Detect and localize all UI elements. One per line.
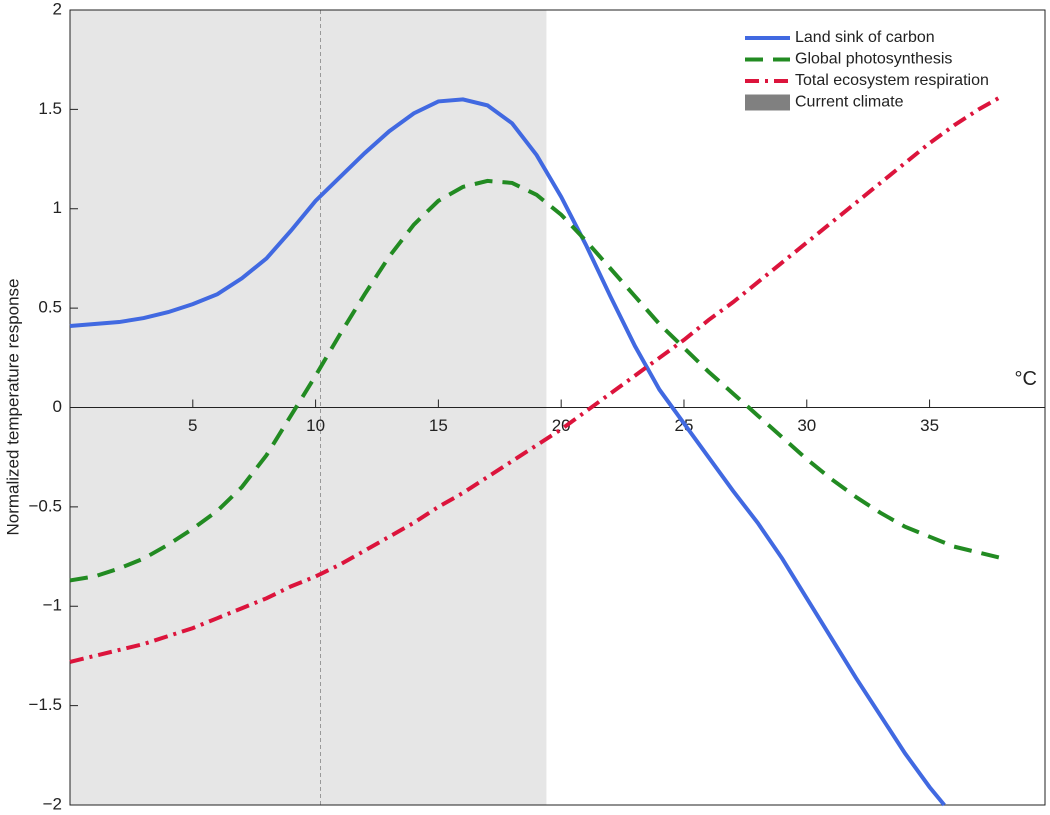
y-tick-label: 1 bbox=[53, 198, 62, 217]
x-tick-label: 10 bbox=[306, 416, 325, 435]
y-tick-label: 0.5 bbox=[38, 298, 62, 317]
y-axis-label: Normalized temperature response bbox=[3, 278, 22, 535]
x-tick-label: 35 bbox=[920, 416, 939, 435]
y-tick-label: −2 bbox=[43, 794, 62, 813]
y-tick-label: 2 bbox=[53, 0, 62, 18]
x-tick-label: 5 bbox=[188, 416, 197, 435]
y-tick-label: 0 bbox=[53, 397, 62, 416]
x-axis-label: °C bbox=[1015, 368, 1037, 390]
series-line bbox=[69, 97, 946, 807]
legend-label: Total ecosystem respiration bbox=[795, 72, 989, 89]
y-tick-label: 1.5 bbox=[38, 99, 62, 118]
series-line bbox=[69, 178, 1004, 583]
legend-label: Global photosynthesis bbox=[795, 51, 952, 68]
y-tick-label: −1 bbox=[43, 596, 62, 615]
y-tick-label: −0.5 bbox=[28, 496, 62, 515]
series-line bbox=[69, 93, 1005, 664]
legend-swatch bbox=[745, 94, 790, 111]
legend-label: Land sink of carbon bbox=[795, 29, 935, 46]
y-tick-label: −1.5 bbox=[28, 695, 62, 714]
x-tick-label: 30 bbox=[797, 416, 816, 435]
legend-label: Current climate bbox=[795, 94, 904, 111]
x-tick-label: 15 bbox=[429, 416, 448, 435]
